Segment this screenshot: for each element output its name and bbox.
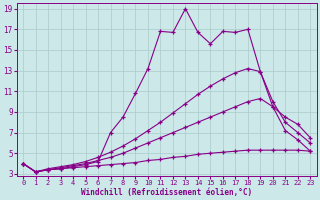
X-axis label: Windchill (Refroidissement éolien,°C): Windchill (Refroidissement éolien,°C) xyxy=(81,188,252,197)
